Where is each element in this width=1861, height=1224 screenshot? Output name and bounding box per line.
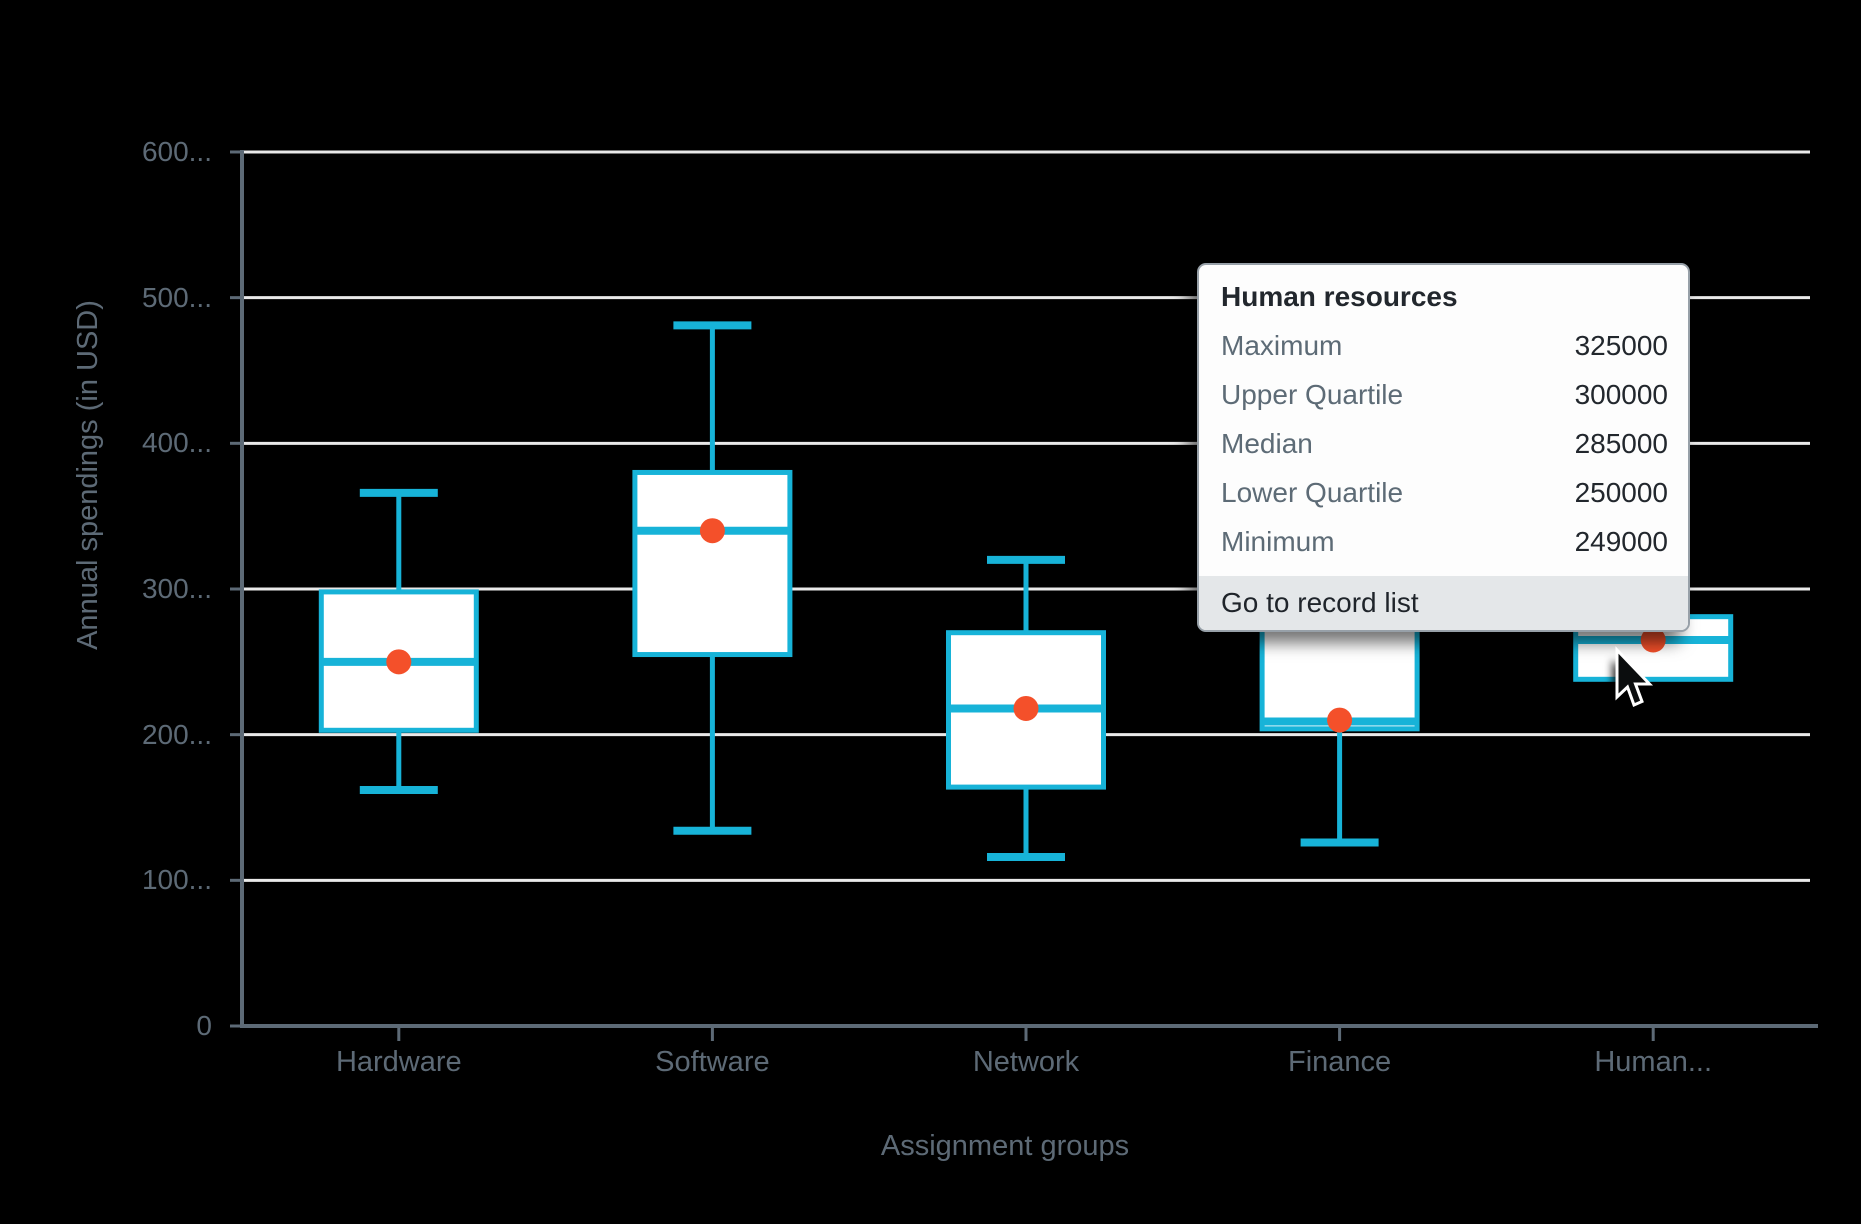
y-tick-label-300000: 300... xyxy=(141,572,212,604)
go-to-record-list-link[interactable]: Go to record list xyxy=(1199,576,1688,630)
boxplot-software[interactable] xyxy=(632,321,793,835)
mean-dot xyxy=(1640,627,1666,653)
x-category-label-human: Human... xyxy=(1594,1046,1713,1078)
tooltip-row-value: 249000 xyxy=(1574,525,1668,557)
y-tick-label-600000: 600... xyxy=(141,135,212,167)
tooltip-row-value: 300000 xyxy=(1574,378,1668,410)
tooltip-row-label: Upper Quartile xyxy=(1221,378,1404,410)
boxplot-finance[interactable] xyxy=(1259,615,1420,847)
tooltip-rows: Maximum 325000 Upper Quartile 300000 Med… xyxy=(1199,321,1688,566)
y-tick-label-400000: 400... xyxy=(141,427,212,459)
tooltip-row: Lower Quartile 250000 xyxy=(1199,468,1688,517)
tooltip: Human resources Maximum 325000 Upper Qua… xyxy=(1197,263,1690,632)
y-tick-label-100000: 100... xyxy=(141,864,212,896)
tooltip-row: Upper Quartile 300000 xyxy=(1199,370,1688,419)
tooltip-row: Median 285000 xyxy=(1199,419,1688,468)
tooltip-row: Maximum 325000 xyxy=(1199,321,1688,370)
mean-dot xyxy=(699,518,725,544)
x-category-label-hardware: Hardware xyxy=(335,1046,462,1078)
y-tick-label-200000: 200... xyxy=(141,718,212,750)
y-tick-label-0: 0 xyxy=(196,1010,212,1041)
tooltip-row-label: Median xyxy=(1221,427,1313,459)
boxplot-network[interactable] xyxy=(946,555,1106,862)
tooltip-row-value: 285000 xyxy=(1574,427,1668,459)
tooltip-row-value: 325000 xyxy=(1574,329,1668,361)
tooltip-row-value: 250000 xyxy=(1574,476,1668,508)
mean-dot xyxy=(386,649,412,675)
x-axis-title: Assignment groups xyxy=(880,1130,1130,1162)
y-tick-label-500000: 500... xyxy=(141,281,212,313)
box xyxy=(632,469,793,658)
boxplot-hardware[interactable] xyxy=(318,488,479,795)
tooltip-row: Minimum 249000 xyxy=(1199,517,1688,566)
x-category-label-software: Software xyxy=(655,1046,770,1078)
x-category-label-network: Network xyxy=(972,1046,1080,1078)
y-axis-title: Annual spendings (in USD) xyxy=(72,300,104,650)
tooltip-row-label: Maximum xyxy=(1221,329,1343,361)
mean-dot xyxy=(1327,707,1353,733)
tooltip-row-label: Minimum xyxy=(1221,525,1335,557)
tooltip-row-label: Lower Quartile xyxy=(1221,476,1404,508)
tooltip-title: Human resources xyxy=(1221,281,1458,312)
x-category-label-finance: Finance xyxy=(1288,1046,1392,1078)
mean-dot xyxy=(1013,695,1039,721)
